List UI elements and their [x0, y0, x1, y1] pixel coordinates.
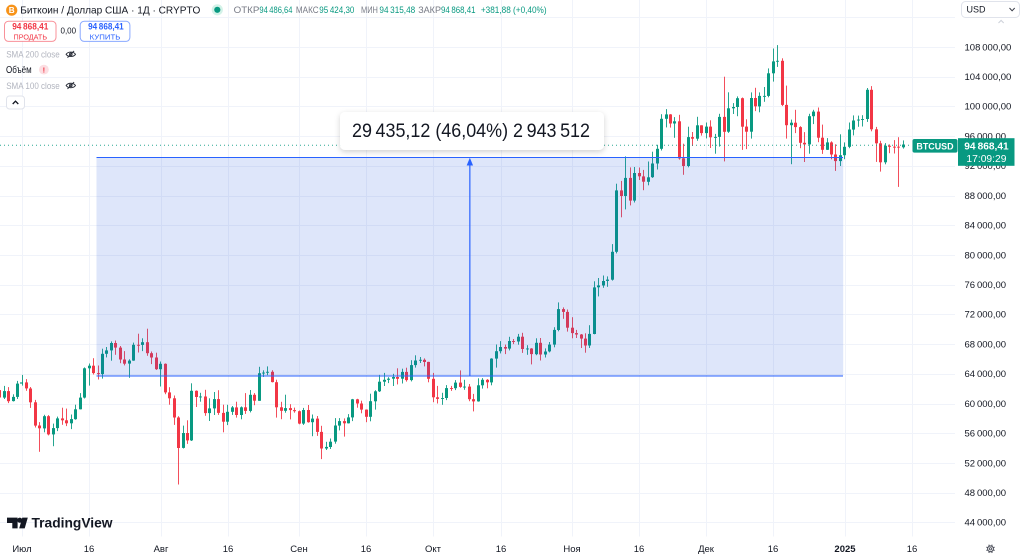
svg-text:2025: 2025 [834, 544, 856, 555]
svg-text:95 424,30: 95 424,30 [319, 5, 354, 15]
svg-text:16: 16 [361, 544, 372, 555]
svg-text:16: 16 [84, 544, 95, 555]
svg-text:Ноя: Ноя [563, 544, 580, 555]
svg-text:КУПИТЬ: КУПИТЬ [90, 35, 121, 42]
svg-text:60 000,00: 60 000,00 [965, 399, 1007, 410]
svg-text:29 435,12 (46,04%) 2 943 512: 29 435,12 (46,04%) 2 943 512 [352, 120, 590, 142]
svg-text:Объём: Объём [6, 65, 32, 76]
svg-text:80 000,00: 80 000,00 [965, 250, 1007, 261]
svg-text:104 000,00: 104 000,00 [965, 72, 1012, 83]
svg-text:94 486,64: 94 486,64 [259, 5, 292, 15]
svg-text:17:09:29: 17:09:29 [966, 154, 1007, 165]
svg-text:Июл: Июл [12, 544, 31, 555]
svg-text:96 000,00: 96 000,00 [965, 131, 1007, 142]
svg-text:ПРОДАТЬ: ПРОДАТЬ [14, 35, 48, 42]
svg-text:!: ! [43, 66, 46, 75]
svg-text:76 000,00: 76 000,00 [965, 280, 1007, 291]
svg-text:Окт: Окт [425, 544, 442, 555]
svg-text:68 000,00: 68 000,00 [965, 339, 1007, 350]
svg-text:ОТКР: ОТКР [234, 5, 260, 15]
svg-text:USD: USD [967, 5, 987, 15]
svg-text:МАКС: МАКС [296, 5, 319, 15]
svg-text:16: 16 [907, 544, 918, 555]
svg-text:Сен: Сен [290, 544, 307, 555]
svg-text:108 000,00: 108 000,00 [965, 42, 1012, 53]
svg-text:72 000,00: 72 000,00 [965, 310, 1007, 321]
svg-text:88 000,00: 88 000,00 [965, 191, 1007, 202]
svg-text:84 000,00: 84 000,00 [965, 221, 1007, 232]
svg-text:94 868,41: 94 868,41 [88, 21, 124, 31]
svg-text:SMA 200 close: SMA 200 close [6, 50, 60, 60]
svg-text:B: B [9, 6, 15, 15]
svg-text:BTCUSD: BTCUSD [916, 141, 953, 151]
svg-text:94 868,41: 94 868,41 [441, 5, 476, 15]
svg-text:52 000,00: 52 000,00 [965, 458, 1007, 469]
svg-text:92 000,00: 92 000,00 [965, 161, 1007, 172]
svg-text:94 868,41: 94 868,41 [12, 21, 48, 31]
svg-text:Биткоин / Доллар США · 1Д · CR: Биткоин / Доллар США · 1Д · CRYPTO [20, 6, 200, 17]
svg-text:16: 16 [223, 544, 234, 555]
svg-text:94 868,41: 94 868,41 [964, 141, 1008, 153]
svg-text:56 000,00: 56 000,00 [965, 429, 1007, 440]
svg-text:64 000,00: 64 000,00 [965, 369, 1007, 380]
svg-text:44 000,00: 44 000,00 [965, 518, 1007, 529]
svg-text:ЗАКР: ЗАКР [418, 5, 441, 15]
svg-text:SMA 100 close: SMA 100 close [6, 81, 60, 91]
svg-text:+381,88 (+0,40%): +381,88 (+0,40%) [481, 5, 547, 15]
svg-text:94 315,48: 94 315,48 [379, 5, 415, 15]
svg-text:TradingView: TradingView [32, 516, 113, 531]
svg-text:100 000,00: 100 000,00 [965, 102, 1012, 113]
svg-text:Авг: Авг [154, 544, 169, 555]
svg-text:МИН: МИН [361, 5, 378, 15]
svg-text:48 000,00: 48 000,00 [965, 488, 1007, 499]
svg-text:0,00: 0,00 [61, 26, 77, 35]
svg-text:16: 16 [496, 544, 507, 555]
svg-text:Дек: Дек [698, 544, 715, 555]
svg-text:16: 16 [634, 544, 645, 555]
svg-text:16: 16 [768, 544, 779, 555]
